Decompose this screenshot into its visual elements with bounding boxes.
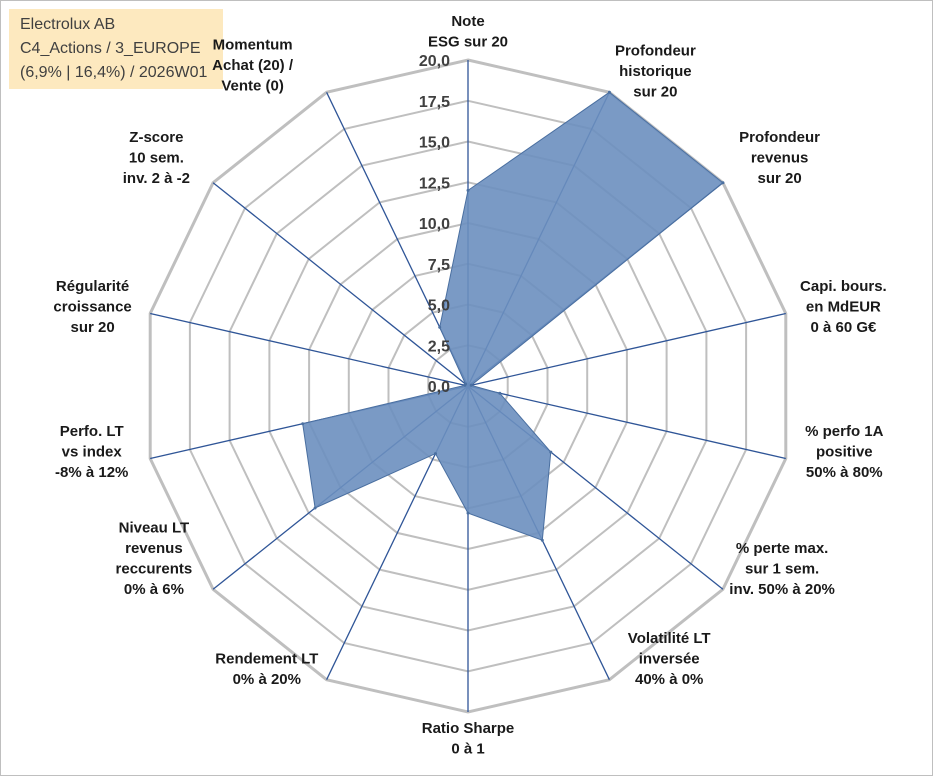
axis-label-line: 0 à 1 [451, 741, 484, 758]
axis-label-line: Achat (20) / [212, 57, 294, 74]
fund-category: C4_Actions / 3_EUROPE [20, 40, 201, 57]
axis-label-line: Volatilité LT [628, 630, 711, 647]
axis-spoke [212, 182, 469, 387]
tick-label: 20,0 [419, 53, 450, 70]
axis-label-line: Profondeur [615, 42, 696, 59]
tick-label: 10,0 [419, 216, 450, 233]
axis-label-line: 0 à 60 G€ [810, 319, 877, 336]
tick-label: 2,5 [428, 338, 450, 355]
series-point [498, 391, 502, 395]
axis-label-line: revenus [125, 540, 183, 557]
axis-label-line: Vente (0) [221, 77, 284, 94]
axis-label-7: Volatilité LT inversée 40% à 0% [628, 630, 711, 688]
axis-label-line: sur 20 [70, 319, 114, 336]
axis-label-11: Perfo. LT vs index -8% à 12% [55, 423, 128, 481]
series-point [549, 450, 553, 454]
axis-label-8: Ratio Sharpe 0 à 1 [422, 720, 515, 758]
tick-label: 15,0 [419, 135, 450, 152]
axis-label-line: Momentum [213, 36, 293, 53]
axis-label-line: en MdEUR [806, 299, 881, 316]
axis-label-12: Régularité croissance sur 20 [53, 278, 131, 336]
radial-tick-labels: 0,0 2,5 5,0 7,5 10,0 12,5 15,0 17,5 20,0 [419, 53, 450, 396]
axis-label-3: Profondeur revenus sur 20 [739, 129, 820, 187]
series-point [313, 506, 317, 510]
axis-label-line: Profondeur [739, 129, 820, 146]
axis-label-line: 40% à 0% [635, 671, 703, 688]
axis-label-line: Rendement LT [215, 651, 318, 668]
company-name: Electrolux AB [20, 16, 116, 33]
axis-spoke [467, 312, 786, 387]
axis-label-1: Note ESG sur 20 [428, 13, 508, 51]
axis-label-line: sur 20 [633, 83, 677, 100]
axis-labels: Note ESG sur 20 Profondeur historique sur 20… [53, 13, 886, 758]
series-point [469, 383, 473, 387]
series-point [466, 188, 470, 192]
axis-label-line: Capi. bours. [800, 278, 887, 295]
axis-label-line: positive [816, 444, 873, 461]
series-point [464, 382, 467, 386]
axis-label-line: reccurents [116, 560, 193, 577]
tick-label: 0,0 [428, 379, 450, 396]
axis-label-line: 50% à 80% [806, 464, 883, 481]
tick-label: 17,5 [419, 94, 450, 111]
axis-label-line: ESG sur 20 [428, 34, 508, 51]
axis-spoke [150, 312, 469, 387]
tick-label: 7,5 [428, 257, 450, 274]
axis-label-line: Z-score [129, 129, 183, 146]
series-point [721, 181, 725, 185]
axis-label-6: % perte max. sur 1 sem. inv. 50% à 20% [729, 540, 835, 598]
tick-label: 5,0 [428, 298, 450, 315]
info-box: Electrolux AB C4_Actions / 3_EUROPE (6,9… [9, 9, 223, 89]
axis-label-line: -8% à 12% [55, 464, 128, 481]
series-point [466, 511, 470, 515]
axis-label-line: historique [619, 63, 692, 80]
series-point [438, 325, 442, 329]
axis-label-line: inversée [639, 651, 700, 668]
axis-label-line: 10 sem. [129, 150, 184, 167]
axis-label-9: Rendement LT 0% à 20% [215, 651, 318, 689]
axis-label-line: % perfo 1A [805, 423, 884, 440]
axis-label-13: Z-score 10 sem. inv. 2 à -2 [123, 129, 190, 187]
axis-label-14: Momentum Achat (20) / Vente (0) [212, 36, 294, 94]
axis-label-line: croissance [53, 299, 131, 316]
axis-label-10: Niveau LT revenus reccurents 0% à 6% [116, 519, 193, 598]
tick-label: 12,5 [419, 175, 450, 192]
axis-label-line: 0% à 6% [124, 581, 184, 598]
axis-label-line: revenus [751, 150, 809, 167]
axis-label-2: Profondeur historique sur 20 [615, 42, 696, 100]
performance-week: (6,9% | 16,4%) / 2026W01 [20, 64, 208, 81]
axis-label-line: sur 20 [757, 170, 801, 187]
axis-label-5: % perfo 1A positive 50% à 80% [805, 423, 884, 481]
axis-label-line: inv. 50% à 20% [729, 581, 835, 598]
axis-label-line: 0% à 20% [233, 671, 301, 688]
axis-label-line: Ratio Sharpe [422, 720, 515, 737]
axis-label-line: sur 1 sem. [745, 560, 819, 577]
axis-label-line: Régularité [56, 278, 129, 295]
axis-label-line: inv. 2 à -2 [123, 170, 190, 187]
axis-spoke [467, 385, 786, 460]
series-point [607, 90, 611, 94]
axis-label-line: Note [451, 13, 484, 30]
axis-label-line: Perfo. LT [60, 423, 124, 440]
axis-label-line: % perte max. [736, 540, 829, 557]
axis-label-line: Niveau LT [119, 519, 190, 536]
series-point [434, 452, 437, 456]
series-point [540, 538, 544, 542]
series-area [302, 91, 724, 541]
axis-label-line: vs index [62, 444, 123, 461]
series-point [301, 422, 305, 426]
axis-label-4: Capi. bours. en MdEUR 0 à 60 G€ [800, 278, 887, 336]
radar-series [301, 90, 725, 542]
